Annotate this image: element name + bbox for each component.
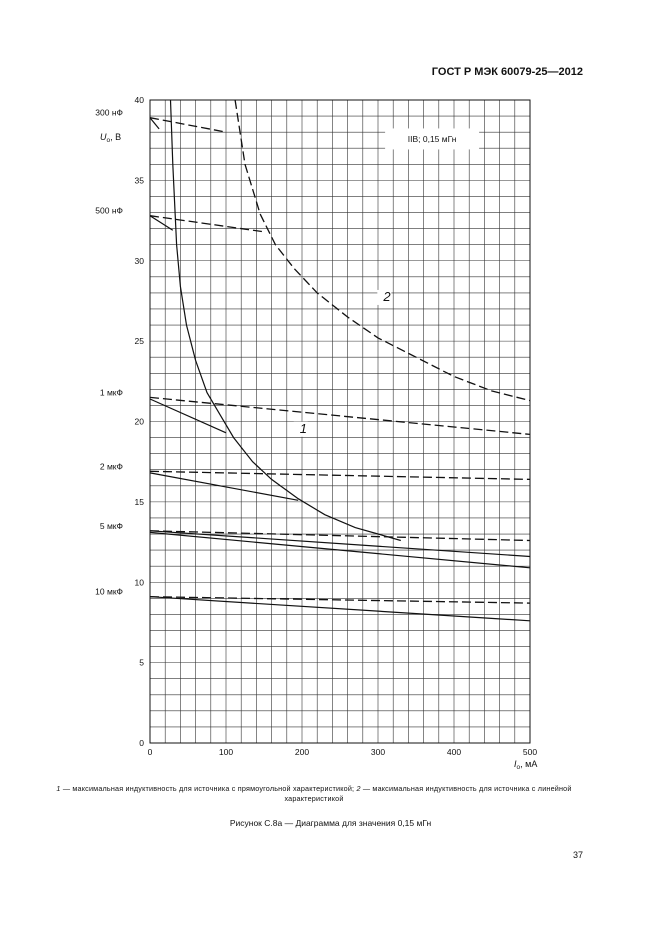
capacitance-label: 300 нФ xyxy=(95,108,123,118)
legend-box-label: IIB; 0,15 мГн xyxy=(408,134,457,144)
y-tick-label: 5 xyxy=(139,658,144,668)
figure-title: Рисунок С.8а — Диаграмма для значения 0,… xyxy=(229,818,432,828)
x-tick-label: 100 xyxy=(219,747,233,757)
x-axis-label: Io, мА xyxy=(514,759,537,771)
curve-label-background xyxy=(293,421,308,437)
chart-series xyxy=(149,99,531,622)
curve-2 xyxy=(234,99,531,402)
capacitance-line-dashed xyxy=(149,596,531,604)
x-tick-label: 0 xyxy=(148,747,153,757)
y-tick-label: 0 xyxy=(139,738,144,748)
x-tick-label: 400 xyxy=(447,747,461,757)
capacitance-label: 5 мкФ xyxy=(100,521,123,531)
y-axis-label: Uo, В xyxy=(100,132,121,144)
capacitance-line-dashed xyxy=(149,530,531,542)
curve-label: 2 xyxy=(382,289,391,304)
caption-text-1: — максимальная индуктивность для источни… xyxy=(60,784,357,793)
caption-number-1: 1 xyxy=(56,784,61,793)
page-number: 37 xyxy=(572,850,583,860)
capacitance-line-solid xyxy=(149,531,531,569)
capacitance-line-dashed xyxy=(149,215,265,233)
chart-grid xyxy=(149,99,531,744)
y-tick-label: 35 xyxy=(135,175,145,185)
chart-labels: 300 нФ 500 нФ 1 мкФ 2 мкФ 5 мкФ 10 мкФ IIB; 0,… xyxy=(95,108,480,597)
curve-1 xyxy=(169,99,401,542)
curve-label-background xyxy=(377,289,392,305)
caption-text-2: — максимальная индуктивность для источни… xyxy=(284,784,572,803)
capacitance-label: 2 мкФ xyxy=(100,461,123,471)
document-code: ГОСТ Р МЭК 60079-25—2012 xyxy=(431,66,583,78)
y-tick-label: 30 xyxy=(135,256,145,266)
x-tick-label: 200 xyxy=(295,747,309,757)
x-tick-label: 500 xyxy=(523,747,537,757)
capacitance-label: 1 мкФ xyxy=(100,387,123,397)
x-tick-label: 300 xyxy=(371,747,385,757)
capacitance-line-solid xyxy=(149,472,299,501)
y-tick-label: 40 xyxy=(135,95,145,105)
capacitance-line-solid xyxy=(149,117,160,130)
chart-axes: 0 100 200 300 400 500 0 5 10 15 20 25 30 35 40 Io, мА Uo… xyxy=(100,95,537,771)
capacitance-label: 500 нФ xyxy=(95,206,123,216)
curve-label: 1 xyxy=(300,421,307,436)
capacitance-label: 10 мкФ xyxy=(95,587,123,597)
capacitance-line-solid xyxy=(149,530,531,558)
y-tick-label: 15 xyxy=(135,497,145,507)
caption-number-2: 2 xyxy=(356,784,361,793)
y-tick-label: 20 xyxy=(135,417,145,427)
capacitance-line-solid xyxy=(149,596,531,622)
capacitance-line-solid xyxy=(149,398,227,434)
y-tick-label: 25 xyxy=(135,336,145,346)
capacitance-line-dashed xyxy=(149,470,531,481)
figure-legend-caption: 1 — максимальная индуктивность для источ… xyxy=(44,784,584,803)
plot-frame xyxy=(149,99,531,744)
y-tick-label: 10 xyxy=(135,577,145,587)
voltage-current-chart: 0 100 200 300 400 500 0 5 10 15 20 25 30 35 40 Io, мА Uo… xyxy=(95,95,537,771)
capacitance-line-dashed xyxy=(149,117,227,133)
legend-box-background xyxy=(385,128,480,150)
capacitance-line-solid xyxy=(149,215,174,231)
capacitance-line-dashed xyxy=(149,396,531,436)
